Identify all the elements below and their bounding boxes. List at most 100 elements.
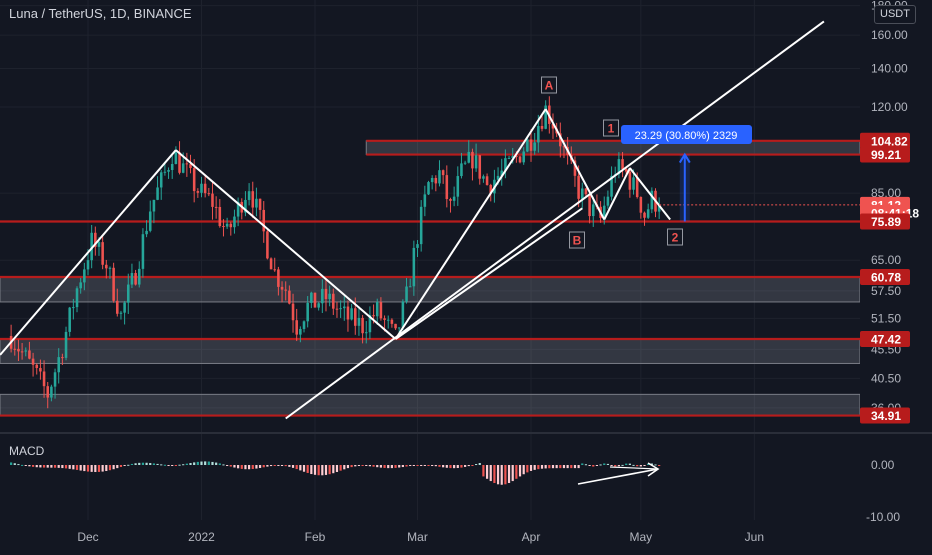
macd-bar [79,465,82,471]
macd-bar [97,465,101,472]
macd-bar [555,465,558,469]
candle-body [419,206,423,245]
candle-body [460,163,463,177]
candle-body [196,191,200,193]
y-tick-label: 160.00 [871,28,908,42]
candle-body [211,193,214,207]
candle-body [130,273,134,285]
candle-body [386,319,390,321]
macd-bar [196,461,199,465]
candle-body [79,282,82,289]
y-tick-label: 51.50 [871,311,901,325]
macd-bar [284,465,287,467]
candle-body [346,306,350,320]
macd-bar [160,464,163,466]
macd-bar [167,465,170,466]
candle-body [163,171,167,173]
candle-body [116,300,119,314]
candle-body [148,211,152,231]
wave-label-box [667,228,683,246]
candle-body [544,105,547,129]
macd-bar [53,465,57,468]
measure-label: 23.29 (30.80%) 2329 [621,125,752,144]
candle-body [397,327,401,329]
macd-tick-label: 0.00 [871,458,895,472]
macd-bar [255,465,258,469]
macd-bar [434,465,437,467]
macd-bar [540,465,544,469]
y-tick-label: 57.50 [871,284,901,298]
macd-bar [442,465,445,468]
price-tag-text: 60.78 [871,270,901,284]
candle-body [112,267,115,301]
candle-body [28,350,31,359]
zone-box [0,393,860,417]
candle-body [13,348,17,350]
macd-bar [306,465,309,473]
macd-bar [149,463,152,465]
wave-label-A: A [541,76,557,94]
macd-bar [42,465,46,468]
macd-bar [507,465,511,484]
candle-body [302,321,306,329]
candle-body [602,205,606,218]
candle-body [606,196,610,206]
macd-bar [445,465,448,468]
candle-body [141,234,145,269]
macd-bar [504,465,507,485]
macd-bar [544,465,547,469]
candle-body [610,175,613,197]
candle-body [97,242,101,247]
macd-bar [438,465,441,467]
candle-body [134,273,137,285]
candle-body [632,177,635,190]
macd-bar [339,465,342,471]
macd-bar [101,465,104,472]
candle-body [244,199,247,213]
candle-body [529,139,533,151]
y-tick-label: 65.00 [871,253,901,267]
macd-bar [639,465,642,467]
candle-body [339,308,342,310]
macd-bar [174,465,177,466]
macd-bar [134,463,137,465]
macd-bar [127,464,130,466]
macd-bar [273,465,276,466]
candle-body [50,386,53,398]
candle-body [449,199,452,201]
macd-bar [156,463,159,465]
candle-body [657,204,661,212]
macd-bar [551,465,555,469]
candle-body [310,292,313,303]
wave-label-text: B [573,234,582,248]
macd-bar [218,463,221,465]
macd-bar [478,462,481,465]
macd-bar [207,461,210,465]
macd-bar [130,463,134,465]
measure-arrow-head [678,152,691,164]
y-tick-label: 120.00 [871,100,908,114]
candle-body [357,317,361,326]
candle-body [430,177,434,183]
candle-body [324,288,328,300]
macd-divergence-arrowhead [647,462,660,477]
macd-bar [72,465,75,470]
macd-bar [211,461,214,465]
candle-body [108,267,112,269]
candle-body [562,146,566,148]
candle-body [189,164,192,169]
macd-bar [269,465,273,467]
candle-body [24,350,28,352]
macd-bar [321,465,324,476]
trend-line [285,20,825,420]
candle-body [507,158,511,160]
macd-bar [277,465,280,466]
macd-bar [460,465,463,468]
price-tag-text: 99.21 [871,148,901,162]
trend-line [544,108,606,220]
macd-bar [559,465,562,469]
wave-label-1: 1 [603,119,619,137]
currency-button[interactable]: USDT [874,5,916,24]
